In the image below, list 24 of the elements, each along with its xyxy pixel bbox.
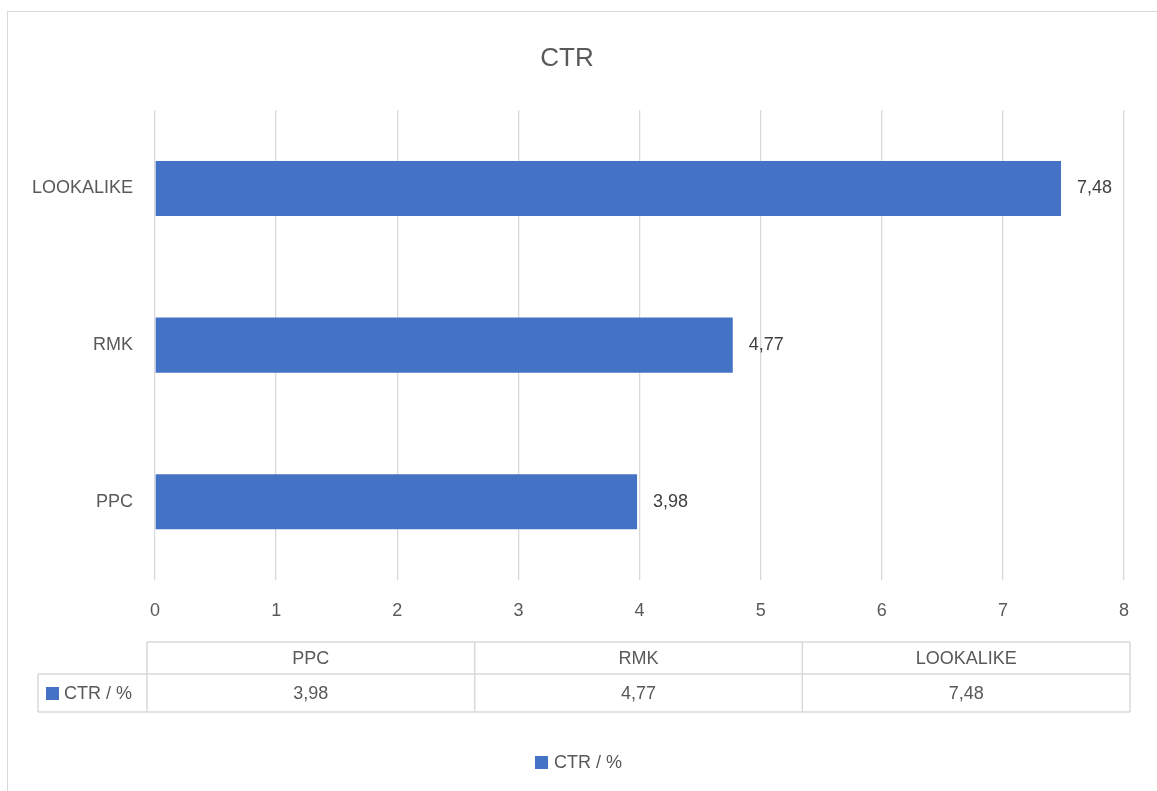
category-label: PPC: [292, 647, 330, 668]
x-tick-label: 5: [755, 599, 766, 620]
x-tick-label: 2: [392, 599, 403, 620]
data-label: 7,48: [1077, 177, 1113, 198]
text: CTR / %: [553, 752, 622, 772]
data-label: 3,98: [653, 490, 689, 511]
chart-title: CTR: [540, 41, 594, 72]
data-label: 4,77: [748, 334, 784, 355]
text: 7,48: [948, 682, 984, 703]
legend-label: CTR / %: [64, 682, 133, 703]
x-tick-label: 6: [876, 599, 887, 620]
text: 3,98: [293, 682, 329, 703]
category-label: LOOKALIKE: [915, 647, 1017, 668]
y-tick-label: PPC: [95, 490, 133, 511]
x-tick-label: 7: [997, 599, 1008, 620]
y-tick-label: LOOKALIKE: [31, 177, 133, 198]
x-tick-label: 1: [271, 599, 282, 620]
y-tick-label: RMK: [93, 334, 133, 355]
x-tick-label: 0: [149, 599, 161, 620]
x-tick-label: 4: [634, 599, 645, 620]
x-tick-label: 8: [1118, 599, 1130, 620]
text: 4,77: [620, 682, 657, 703]
x-tick-label: 3: [513, 599, 524, 620]
category-label: RMK: [618, 647, 659, 668]
